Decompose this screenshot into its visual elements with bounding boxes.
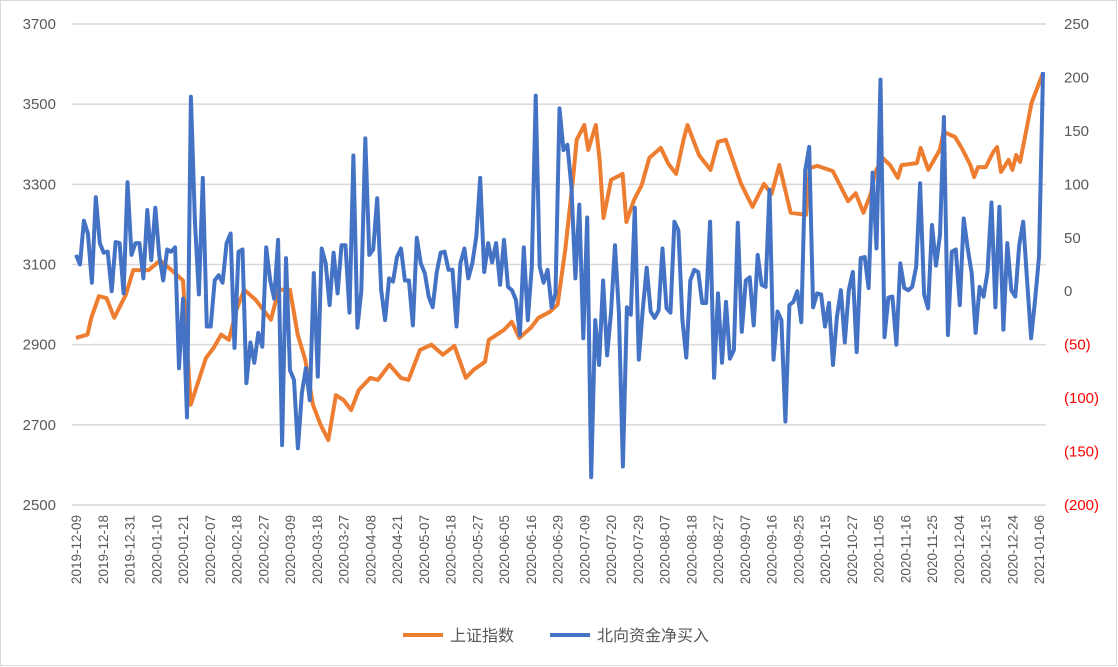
x-tick-label: 2020-08-27: [711, 515, 726, 584]
x-tick-label: 2020-04-21: [390, 515, 405, 584]
x-tick-label: 2020-02-27: [256, 515, 271, 584]
right-y-tick-label: 100: [1064, 176, 1089, 193]
x-tick-label: 2020-07-29: [631, 515, 646, 584]
right-y-tick-label: 200: [1064, 69, 1089, 86]
x-tick-label: 2020-12-24: [1005, 515, 1020, 585]
right-y-axis: (200) (150) (100) (50) 0 50 100 150 200 250: [1064, 16, 1099, 514]
x-tick-label: 2021-01-06: [1032, 515, 1047, 584]
x-tick-label: 2020-01-10: [149, 515, 164, 584]
left-y-axis: 2500 2700 2900 3100 3300 3500 3700: [23, 16, 56, 514]
left-y-tick-label: 3500: [23, 96, 56, 113]
left-y-tick-label: 2500: [23, 497, 56, 514]
x-tick-label: 2020-05-18: [444, 515, 459, 584]
left-y-tick-label: 3700: [23, 16, 56, 33]
x-tick-label: 2020-06-05: [497, 515, 512, 584]
x-tick-label: 2020-03-27: [337, 515, 352, 584]
right-y-tick-label: (200): [1064, 497, 1099, 514]
x-tick-label: 2020-06-16: [524, 515, 539, 584]
x-tick-label: 2020-10-27: [845, 515, 860, 584]
x-tick-label: 2020-08-07: [658, 515, 673, 584]
x-tick-label: 2020-09-25: [791, 515, 806, 584]
x-tick-label: 2020-03-09: [283, 515, 298, 584]
right-y-tick-label: (50): [1064, 337, 1091, 354]
x-tick-label: 2020-05-27: [470, 515, 485, 584]
x-tick-label: 2019-12-18: [96, 515, 111, 584]
x-tick-label: 2020-07-09: [577, 515, 592, 584]
x-tick-label: 2020-02-18: [230, 515, 245, 584]
x-axis: 2019-12-09 2019-12-18 2019-12-31 2020-01-10…: [69, 515, 1047, 585]
x-tick-label: 2020-03-18: [310, 515, 325, 584]
x-tick-label: 2019-12-31: [123, 515, 138, 584]
x-tick-label: 2020-02-07: [203, 515, 218, 584]
series-line-northbound-net-buy: [74, 72, 1045, 480]
series-lines: [74, 72, 1045, 480]
legend-label-shanghai-index: 上证指数: [450, 627, 514, 645]
right-y-tick-label: (150): [1064, 444, 1099, 461]
legend: 上证指数 北向资金净买入: [403, 627, 709, 645]
right-y-tick-label: 0: [1064, 283, 1072, 300]
series-line-shanghai-index: [75, 72, 1045, 443]
x-tick-label: 2020-06-29: [551, 515, 566, 584]
x-tick-label: 2020-08-18: [684, 515, 699, 584]
x-tick-label: 2020-07-20: [604, 515, 619, 584]
x-tick-label: 2020-05-07: [417, 515, 432, 584]
left-y-tick-label: 2900: [23, 337, 56, 354]
x-tick-label: 2020-10-15: [818, 515, 833, 584]
right-y-tick-label: 50: [1064, 230, 1081, 247]
x-tick-label: 2020-01-21: [176, 515, 191, 584]
x-tick-label: 2020-09-07: [738, 515, 753, 584]
right-y-tick-label: (100): [1064, 390, 1099, 407]
left-y-tick-label: 2700: [23, 417, 56, 434]
x-tick-label: 2020-12-04: [952, 515, 967, 585]
x-tick-label: 2020-11-25: [925, 515, 940, 583]
x-tick-label: 2020-11-16: [898, 515, 913, 583]
x-tick-label: 2020-09-16: [765, 515, 780, 584]
right-y-tick-label: 150: [1064, 123, 1089, 140]
x-tick-label: 2020-04-08: [363, 515, 378, 584]
right-y-tick-label: 250: [1064, 16, 1089, 33]
left-y-tick-label: 3100: [23, 257, 56, 274]
x-tick-label: 2020-12-15: [979, 515, 994, 584]
left-y-tick-label: 3300: [23, 176, 56, 193]
legend-label-northbound-net-buy: 北向资金净买入: [597, 627, 709, 645]
x-tick-label: 2020-11-05: [872, 515, 887, 583]
x-tick-label: 2019-12-09: [69, 515, 84, 584]
